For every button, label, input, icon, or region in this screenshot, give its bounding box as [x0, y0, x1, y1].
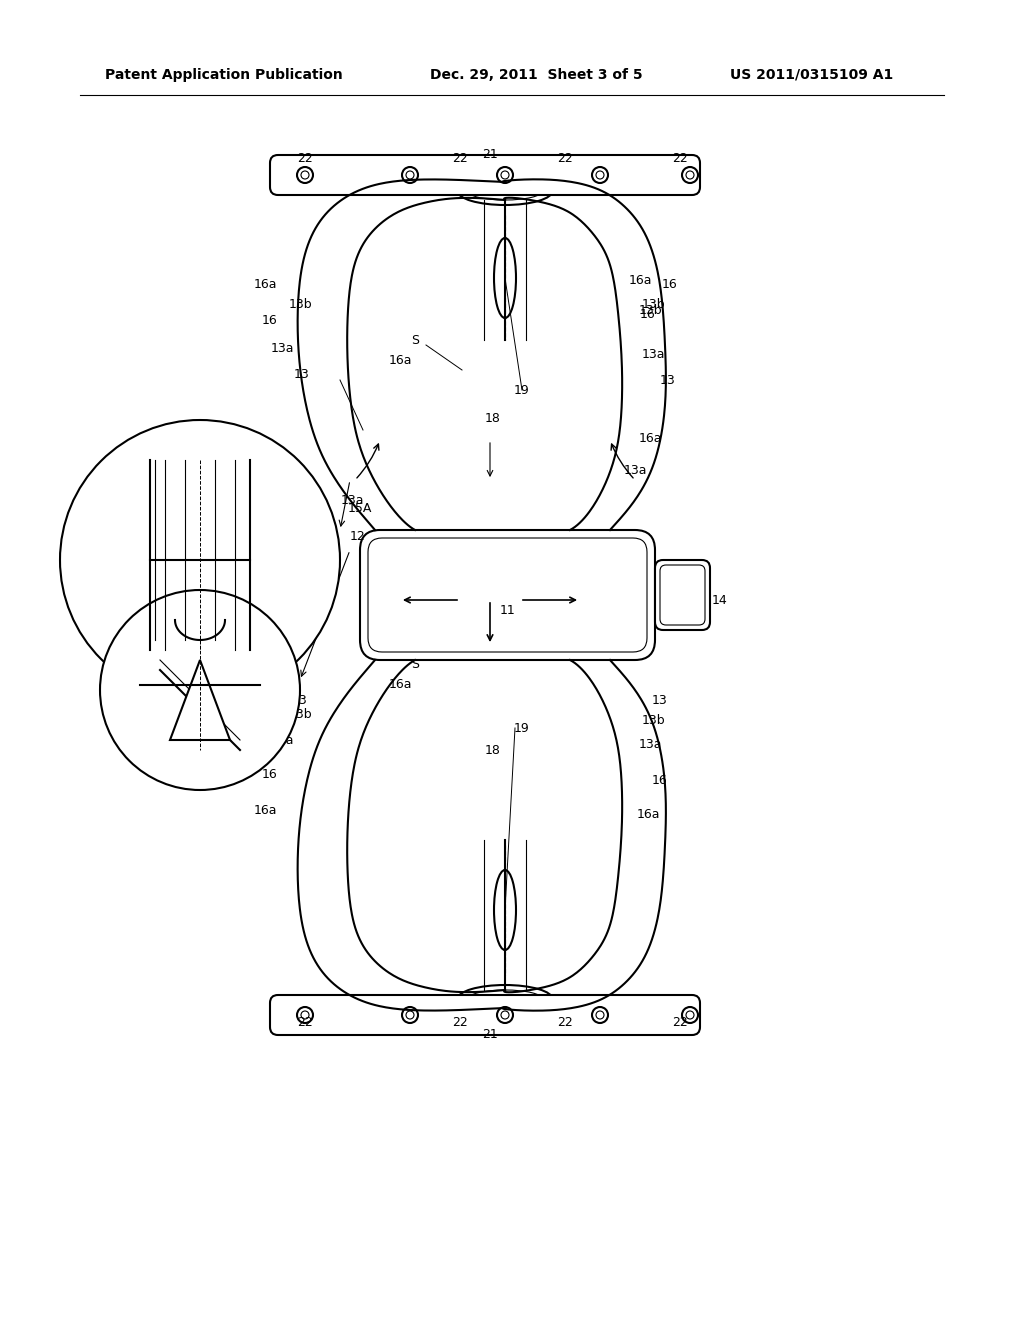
FancyBboxPatch shape — [655, 560, 710, 630]
Text: 22: 22 — [557, 152, 572, 165]
Text: 16: 16 — [262, 768, 278, 781]
Text: 13b: 13b — [288, 709, 312, 722]
Text: 16: 16 — [133, 719, 147, 730]
Text: 13b: 13b — [638, 304, 662, 317]
Circle shape — [497, 168, 513, 183]
Text: 15A: 15A — [348, 502, 372, 515]
Text: 13: 13 — [660, 374, 676, 387]
Text: 14: 14 — [712, 594, 728, 606]
Text: 13a: 13a — [638, 738, 662, 751]
Text: 16a: 16a — [638, 432, 662, 445]
Ellipse shape — [494, 870, 516, 950]
FancyBboxPatch shape — [270, 995, 700, 1035]
Text: 11: 11 — [500, 603, 516, 616]
Text: 16: 16 — [663, 279, 678, 292]
Text: 18: 18 — [125, 535, 139, 545]
Text: S: S — [411, 334, 419, 346]
Text: 18: 18 — [485, 412, 501, 425]
Text: 16: 16 — [640, 309, 656, 322]
Text: Patent Application Publication: Patent Application Publication — [105, 69, 343, 82]
FancyBboxPatch shape — [368, 539, 647, 652]
Text: 13: 13 — [292, 693, 308, 706]
Circle shape — [501, 1011, 509, 1019]
Ellipse shape — [468, 182, 543, 201]
Ellipse shape — [458, 985, 553, 1012]
Circle shape — [297, 168, 313, 183]
Text: 13b: 13b — [641, 714, 665, 726]
Text: US 2011/0315109 A1: US 2011/0315109 A1 — [730, 69, 893, 82]
Ellipse shape — [458, 177, 553, 205]
Circle shape — [301, 1011, 309, 1019]
Text: 21: 21 — [482, 1028, 498, 1041]
Text: 19: 19 — [514, 384, 529, 396]
Circle shape — [497, 1007, 513, 1023]
Circle shape — [297, 1007, 313, 1023]
Circle shape — [686, 172, 694, 180]
Text: 13b: 13b — [641, 298, 665, 312]
Text: 16: 16 — [262, 314, 278, 326]
Text: 13: 13 — [652, 693, 668, 706]
Text: 16a: 16a — [629, 273, 651, 286]
Circle shape — [406, 172, 414, 180]
Circle shape — [682, 168, 698, 183]
Text: 16a: 16a — [388, 354, 412, 367]
Text: 19: 19 — [201, 531, 215, 540]
Text: Fig. 3: Fig. 3 — [115, 565, 212, 594]
Circle shape — [406, 1011, 414, 1019]
Ellipse shape — [468, 990, 543, 1008]
Text: 13a: 13a — [270, 342, 294, 355]
Text: 16a: 16a — [253, 804, 276, 817]
Text: 22: 22 — [453, 1015, 468, 1028]
Circle shape — [301, 172, 309, 180]
Text: 13a: 13a — [270, 734, 294, 747]
Circle shape — [501, 172, 509, 180]
Text: 18: 18 — [485, 743, 501, 756]
Text: 22: 22 — [453, 152, 468, 165]
Text: 13a: 13a — [624, 463, 647, 477]
Text: S: S — [411, 659, 419, 672]
Circle shape — [596, 1011, 604, 1019]
Circle shape — [592, 168, 608, 183]
Text: 13a: 13a — [340, 494, 364, 507]
FancyBboxPatch shape — [660, 565, 705, 624]
FancyBboxPatch shape — [270, 154, 700, 195]
Text: 13a: 13a — [641, 348, 665, 362]
Text: 16a: 16a — [253, 279, 276, 292]
Text: 22: 22 — [672, 152, 688, 165]
Circle shape — [682, 1007, 698, 1023]
Text: 12: 12 — [350, 531, 366, 544]
Text: 21: 21 — [482, 149, 498, 161]
Circle shape — [60, 420, 340, 700]
Circle shape — [402, 1007, 418, 1023]
Text: 16a: 16a — [636, 808, 659, 821]
Text: 22: 22 — [672, 1015, 688, 1028]
Polygon shape — [170, 660, 230, 741]
Text: 19: 19 — [514, 722, 529, 734]
Circle shape — [596, 172, 604, 180]
Text: 22: 22 — [557, 1015, 572, 1028]
Text: 13b: 13b — [288, 298, 312, 312]
Text: 22: 22 — [297, 152, 313, 165]
Ellipse shape — [494, 238, 516, 318]
Text: 16: 16 — [652, 774, 668, 787]
Circle shape — [592, 1007, 608, 1023]
Text: 13: 13 — [294, 368, 310, 381]
Text: Dec. 29, 2011  Sheet 3 of 5: Dec. 29, 2011 Sheet 3 of 5 — [430, 69, 643, 82]
Text: 22: 22 — [297, 1015, 313, 1028]
Text: 16a: 16a — [388, 678, 412, 692]
Circle shape — [686, 1011, 694, 1019]
Circle shape — [100, 590, 300, 789]
FancyBboxPatch shape — [360, 531, 655, 660]
Circle shape — [402, 168, 418, 183]
